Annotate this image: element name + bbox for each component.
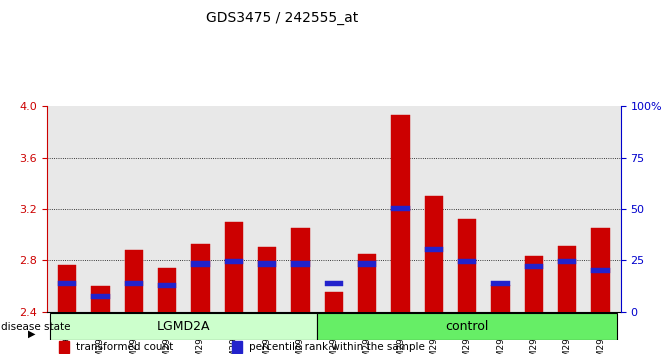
Bar <box>525 256 543 312</box>
Bar <box>225 259 243 264</box>
Bar <box>125 281 143 286</box>
Bar <box>491 285 510 312</box>
Bar <box>258 262 276 267</box>
Bar <box>525 264 543 269</box>
Bar <box>291 228 309 312</box>
Bar <box>91 293 109 299</box>
Bar <box>258 247 276 312</box>
Bar <box>425 247 443 252</box>
Bar <box>158 283 176 289</box>
Bar <box>592 228 610 312</box>
Text: transformed count: transformed count <box>76 342 173 352</box>
Bar <box>358 262 376 267</box>
Text: disease state: disease state <box>1 322 70 332</box>
Bar <box>458 259 476 264</box>
Bar <box>58 341 69 353</box>
Bar <box>358 254 376 312</box>
Bar <box>91 286 109 312</box>
Bar <box>317 313 617 340</box>
Bar <box>558 259 576 264</box>
Text: percentile rank within the sample: percentile rank within the sample <box>249 342 425 352</box>
Text: GDS3475 / 242555_at: GDS3475 / 242555_at <box>206 11 358 25</box>
Bar <box>231 341 242 353</box>
Bar <box>391 115 410 312</box>
Bar <box>425 196 443 312</box>
Bar <box>125 250 143 312</box>
Bar <box>58 266 76 312</box>
Bar <box>592 268 610 273</box>
Bar <box>191 262 209 267</box>
Bar <box>558 246 576 312</box>
Bar <box>325 292 343 312</box>
Bar <box>158 268 176 312</box>
Text: ▶: ▶ <box>28 329 36 338</box>
Bar <box>225 222 243 312</box>
Text: LGMD2A: LGMD2A <box>157 320 211 333</box>
Bar <box>491 281 510 286</box>
Bar <box>391 206 410 211</box>
Bar <box>191 244 209 312</box>
Text: control: control <box>446 320 489 333</box>
Bar <box>458 219 476 312</box>
Bar <box>58 281 76 286</box>
Bar <box>325 281 343 286</box>
Bar <box>291 262 309 267</box>
Bar <box>50 313 317 340</box>
